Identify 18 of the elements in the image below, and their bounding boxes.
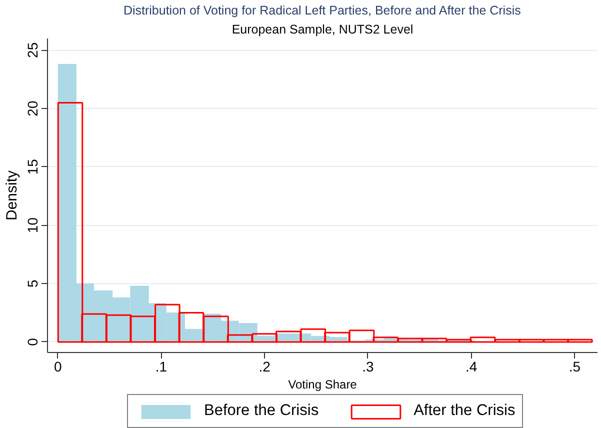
y-axis-title: Density: [4, 170, 20, 221]
y-tick-label: 10: [24, 217, 40, 234]
legend-label: After the Crisis: [414, 402, 516, 420]
legend-label: Before the Crisis: [204, 402, 319, 420]
y-tick-label: 5: [24, 280, 40, 288]
chart-subtitle: European Sample, NUTS2 Level: [232, 22, 414, 36]
chart-title: Distribution of Voting for Radical Left Parties, Before and After the Crisis: [123, 4, 521, 18]
x-tick-label: 0: [54, 358, 62, 374]
x-tick-label: .2: [258, 358, 271, 374]
y-tick-label: 0: [24, 338, 40, 346]
y-tick-label: 25: [24, 42, 40, 58]
x-tick-label: .3: [362, 358, 374, 374]
x-tick-label: .5: [568, 358, 581, 374]
y-tick-label: 20: [24, 100, 40, 116]
x-tick-label: .4: [466, 358, 478, 374]
x-axis-title: Voting Share: [288, 378, 358, 392]
x-tick-label: .1: [155, 358, 168, 374]
y-tick-label: 15: [24, 158, 40, 175]
